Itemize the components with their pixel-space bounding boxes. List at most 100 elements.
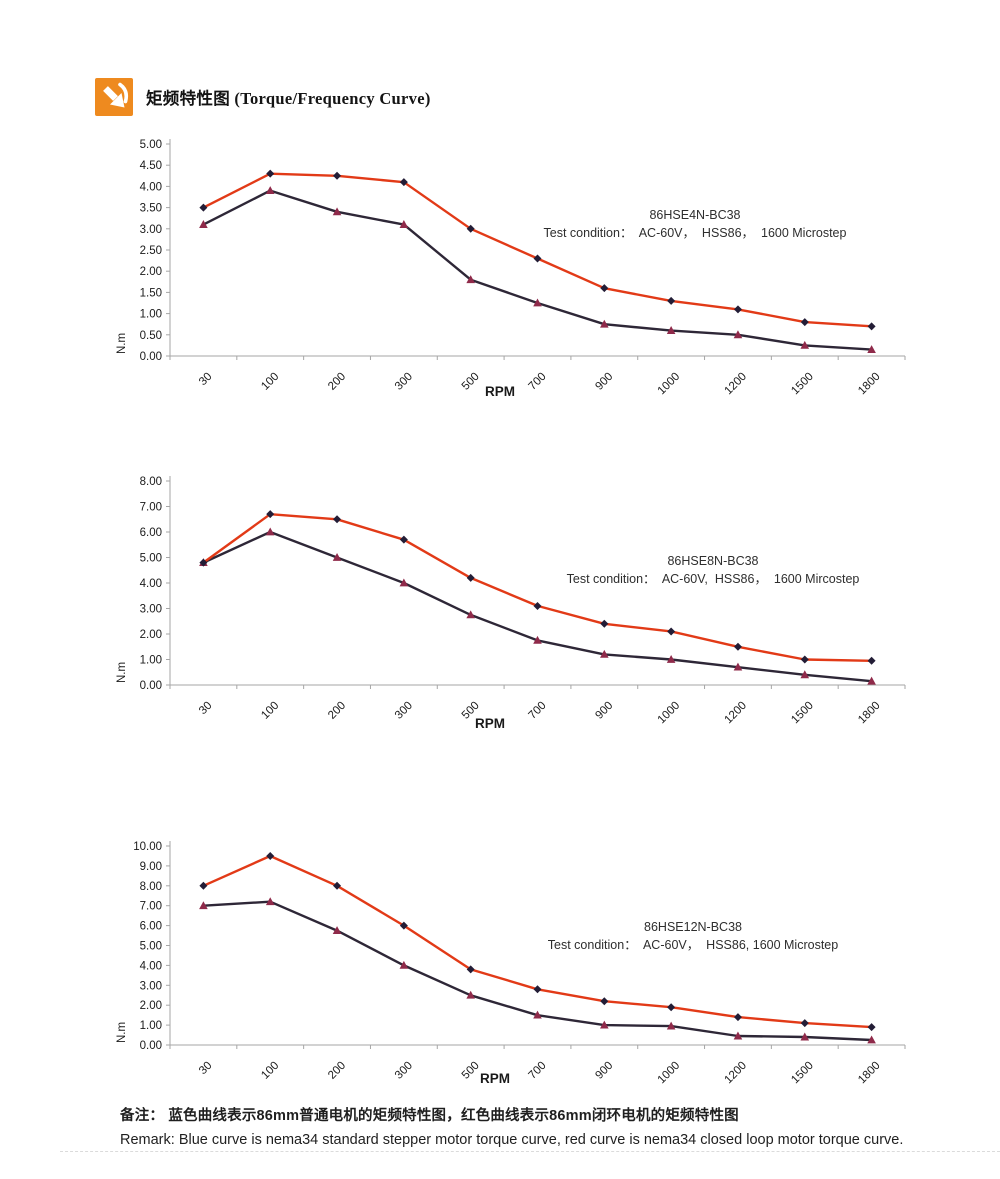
triangle-marker xyxy=(666,1021,676,1030)
y-axis-tick-label: 6.00 xyxy=(140,921,162,933)
triangle-marker xyxy=(265,527,275,536)
y-axis-tick-label: 0.00 xyxy=(140,351,162,363)
diamond-marker xyxy=(466,965,475,974)
diamond-marker xyxy=(399,921,408,930)
x-axis-tick-label: 200 xyxy=(326,1060,348,1082)
y-axis-tick-label: 4.50 xyxy=(140,160,162,172)
y-axis-tick-label: 8.00 xyxy=(140,881,162,893)
y-axis-tick-label: 3.00 xyxy=(140,604,162,616)
x-axis-tick-label: 500 xyxy=(460,1060,482,1082)
y-axis-tick-label: 4.00 xyxy=(140,960,162,972)
diamond-marker xyxy=(600,619,609,628)
remark-footer: 备注： 蓝色曲线表示86mm普通电机的矩频特性图，红色曲线表示86mm闭环电机的… xyxy=(120,1104,990,1148)
triangle-marker xyxy=(800,340,810,349)
triangle-marker xyxy=(867,676,876,685)
y-axis-tick-label: 5.00 xyxy=(140,553,162,565)
motor-model-label: 86HSE12N-BC38 xyxy=(644,920,742,934)
torque-chart-86hse4n: 0.00 0.50 1.00 1.50 2.00 2.50 3.00 3.50 4.00 4.50… xyxy=(105,130,985,422)
triangle-marker xyxy=(199,901,208,910)
torque-chart-86hse12n: 0.00 1.00 2.00 3.00 4.00 5.00 6.00 7.00 8.00 9.00… xyxy=(105,835,985,1111)
remark-english: Remark: Blue curve is nema34 standard st… xyxy=(120,1132,904,1148)
test-condition-label: Test condition： AC-60V， HSS86, 1600 Micr… xyxy=(547,938,839,953)
diamond-marker xyxy=(867,656,876,665)
x-axis-tick-label: 1500 xyxy=(789,700,816,727)
diamond-marker xyxy=(399,535,408,544)
y-axis-title: N.m xyxy=(116,1022,128,1043)
diamond-marker xyxy=(667,1003,676,1012)
x-axis-tick-label: 100 xyxy=(259,700,281,722)
x-axis-tick-label: 900 xyxy=(593,1060,615,1082)
diamond-marker xyxy=(533,985,542,994)
diamond-marker xyxy=(867,1023,876,1032)
x-axis-tick-label: 300 xyxy=(393,371,415,393)
line-chart-canvas: 0.00 1.00 2.00 3.00 4.00 5.00 6.00 7.00 8.00 30 10… xyxy=(116,476,906,731)
icon-arrow-tail xyxy=(103,86,118,101)
triangle-marker xyxy=(666,326,676,334)
y-axis-title: N.m xyxy=(116,333,128,354)
y-axis-tick-label: 3.50 xyxy=(140,203,162,215)
motor-model-label: 86HSE8N-BC38 xyxy=(667,554,759,568)
y-axis-tick-label: 5.00 xyxy=(140,139,162,151)
diamond-marker xyxy=(466,573,475,582)
icon-swoosh xyxy=(118,82,129,104)
line-chart-canvas: 0.00 1.00 2.00 3.00 4.00 5.00 6.00 7.00 8.00 9.00… xyxy=(116,841,906,1087)
diamond-marker xyxy=(733,1013,742,1022)
diamond-marker xyxy=(733,305,742,314)
triangle-marker xyxy=(199,220,208,228)
triangle-marker xyxy=(399,960,409,969)
y-axis-tick-label: 8.00 xyxy=(140,476,162,488)
diamond-marker xyxy=(399,178,408,187)
remark-chinese: 备注： 蓝色曲线表示86mm普通电机的矩频特性图，红色曲线表示86mm闭环电机的… xyxy=(120,1108,739,1124)
y-axis-tick-label: 4.00 xyxy=(140,181,162,193)
section-header: 矩频特性图 (Torque/Frequency Curve) xyxy=(95,78,431,116)
x-axis-title: RPM xyxy=(475,716,505,731)
triangle-marker xyxy=(332,926,342,934)
triangle-marker xyxy=(265,186,275,195)
y-axis-tick-label: 0.50 xyxy=(140,330,162,342)
y-axis-tick-label: 7.00 xyxy=(140,502,162,514)
x-axis-tick-label: 1500 xyxy=(789,1060,816,1087)
x-axis-tick-label: 700 xyxy=(527,700,549,722)
x-axis-tick-label: 1800 xyxy=(856,1060,883,1087)
x-axis-tick-label: 200 xyxy=(326,371,348,393)
triangle-marker xyxy=(600,649,609,658)
icon-arrow-head xyxy=(110,93,125,108)
x-axis-tick-label: 1000 xyxy=(656,1060,683,1087)
diamond-marker xyxy=(466,224,475,233)
triangle-marker xyxy=(800,1032,810,1041)
triangle-marker xyxy=(533,298,542,307)
x-axis-tick-label: 1200 xyxy=(722,371,749,398)
x-axis-tick-label: 700 xyxy=(527,371,549,393)
y-axis-tick-label: 2.50 xyxy=(140,245,162,257)
x-axis-title: RPM xyxy=(480,1071,510,1086)
y-axis-tick-label: 3.00 xyxy=(140,980,162,992)
triangle-marker xyxy=(466,275,475,284)
triangle-marker xyxy=(733,330,743,339)
y-axis-tick-label: 0.00 xyxy=(140,1040,162,1052)
triangle-marker xyxy=(466,610,475,619)
x-axis-tick-label: 200 xyxy=(326,700,348,722)
triangle-marker xyxy=(332,207,342,216)
diamond-marker xyxy=(533,254,542,263)
diamond-marker xyxy=(667,296,676,305)
y-axis-tick-label: 4.00 xyxy=(140,578,162,590)
diamond-marker xyxy=(800,318,809,327)
triangle-marker xyxy=(265,897,275,906)
x-axis-tick-label: 300 xyxy=(393,1060,415,1082)
diamond-marker xyxy=(600,284,609,293)
x-axis-tick-label: 30 xyxy=(197,1060,215,1078)
y-axis-tick-label: 3.00 xyxy=(140,224,162,236)
line-chart-canvas: 0.00 0.50 1.00 1.50 2.00 2.50 3.00 3.50 4.00 4.50… xyxy=(116,139,906,399)
x-axis-tick-label: 1500 xyxy=(789,371,816,398)
y-axis-tick-label: 2.00 xyxy=(140,1000,162,1012)
y-axis-tick-label: 10.00 xyxy=(133,841,162,853)
page-title: 矩频特性图 (Torque/Frequency Curve) xyxy=(146,89,431,108)
diamond-marker xyxy=(333,171,342,180)
arrow-down-right-icon xyxy=(95,78,133,116)
triangle-marker xyxy=(533,1010,542,1019)
y-axis-tick-label: 1.00 xyxy=(140,1020,162,1032)
test-condition-label: Test condition： AC-60V, HSS86， 1600 Mirc… xyxy=(566,572,860,587)
triangle-marker xyxy=(399,220,409,228)
x-axis-title: RPM xyxy=(485,384,515,399)
